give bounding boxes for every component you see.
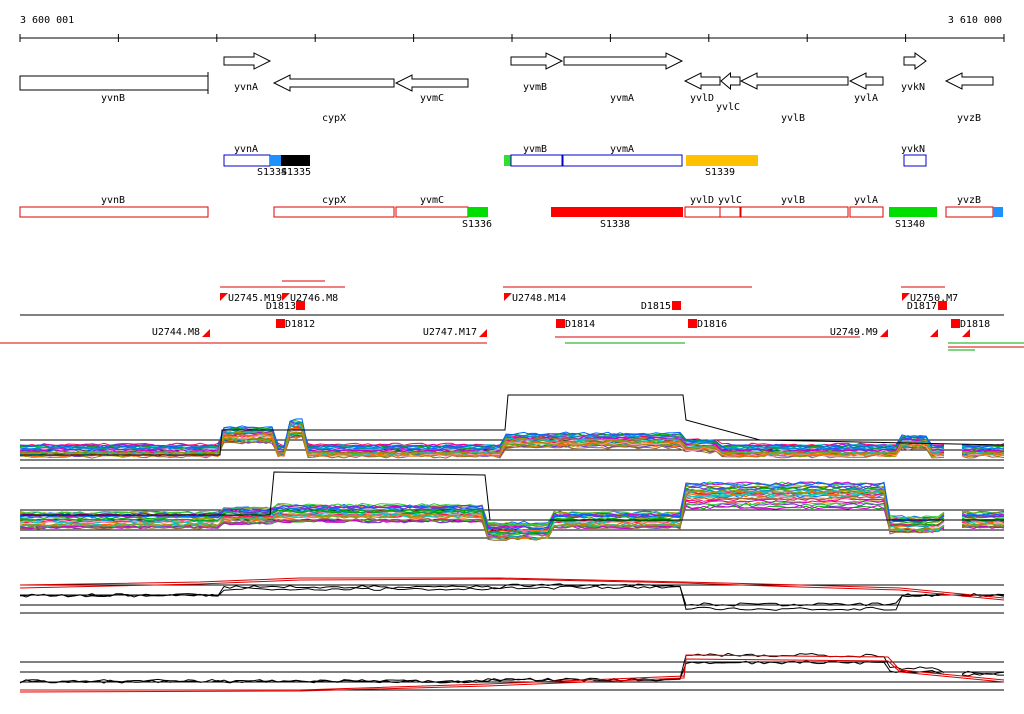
- trace: [961, 525, 1005, 529]
- segment-label: cypX: [322, 195, 346, 206]
- segment-label: S1336: [462, 219, 492, 230]
- expression-traces: [19, 394, 1005, 693]
- segment-label: S1339: [705, 167, 735, 178]
- gene-arrow: [848, 72, 884, 90]
- segment-label: yvnB: [101, 195, 125, 206]
- trace: [19, 418, 945, 449]
- segments-upper: [223, 154, 927, 167]
- marker-label: D1813: [266, 301, 296, 312]
- axis-ticks: [19, 34, 1005, 42]
- gene-arrow: [683, 72, 721, 90]
- gene-label: yvmB: [523, 82, 547, 93]
- gene-arrow: [944, 72, 994, 90]
- gene-label: yvzB: [957, 113, 981, 124]
- trace: [19, 492, 945, 535]
- marker-label: U2744.M8: [152, 327, 200, 338]
- segment-label: yvmB: [523, 144, 547, 155]
- trace: [961, 514, 1005, 519]
- trace: [961, 672, 1004, 677]
- trace: [19, 420, 945, 449]
- marker-label: D1815: [641, 301, 671, 312]
- marker-track: [0, 280, 1024, 351]
- segment-label: yvlD: [690, 195, 714, 206]
- trace: [19, 577, 1005, 599]
- segments-lower: [19, 206, 1003, 218]
- gene-arrow: [739, 72, 849, 90]
- gene-arrow: [720, 71, 741, 91]
- trace: [19, 422, 945, 455]
- marker-label: U2745.M19: [228, 293, 282, 304]
- trace: [961, 451, 1005, 455]
- gene-label: yvkN: [901, 82, 925, 93]
- trace: [19, 427, 945, 458]
- trace: [961, 522, 1005, 527]
- marker-label: U2750.M7: [910, 293, 958, 304]
- trace: [19, 489, 945, 541]
- segment-label: yvlA: [854, 195, 878, 206]
- trace: [961, 447, 1005, 450]
- trace: [19, 578, 1005, 601]
- trace: [19, 427, 945, 448]
- gene-arrow: [563, 52, 684, 70]
- gene-label: cypX: [322, 113, 346, 124]
- gene-label: yvlC: [716, 102, 740, 113]
- trace: [961, 670, 1005, 675]
- axis-end: 3 610 000: [948, 15, 1002, 26]
- segment-label: yvlB: [781, 195, 805, 206]
- trace: [961, 446, 1005, 450]
- gene-arrow: [394, 74, 469, 92]
- axis-start: 3 600 001: [20, 15, 74, 26]
- gene-label: yvnB: [101, 93, 125, 104]
- gene-arrow: [510, 52, 564, 70]
- gene-label: yvlD: [690, 93, 714, 104]
- marker-label: D1812: [285, 319, 315, 330]
- segment-label: yvmA: [610, 144, 634, 155]
- gene-label: yvlA: [854, 93, 878, 104]
- trace: [19, 421, 945, 451]
- trace: [961, 449, 1005, 453]
- marker-label: U2748.M14: [512, 293, 566, 304]
- gene-arrow: [223, 52, 272, 70]
- marker-label: U2746.M8: [290, 293, 338, 304]
- segment-label: yvzB: [957, 195, 981, 206]
- trace: [19, 658, 1005, 693]
- trace: [19, 652, 945, 684]
- trace: [19, 583, 945, 611]
- segment-label: S1334: [257, 167, 287, 178]
- segment-label: yvnA: [234, 144, 258, 155]
- trace: [20, 394, 1005, 456]
- segment-label: S1338: [600, 219, 630, 230]
- marker-label: D1817: [907, 301, 937, 312]
- marker-label: D1818: [960, 319, 990, 330]
- marker-label: D1816: [697, 319, 727, 330]
- trace: [961, 510, 1005, 515]
- segment-label: yvlC: [718, 195, 742, 206]
- trace: [19, 422, 945, 449]
- gene-arrow: [272, 74, 395, 92]
- segment-label: yvmC: [420, 195, 444, 206]
- trace: [19, 424, 945, 447]
- trace: [19, 423, 945, 453]
- marker-label: U2747.M17: [423, 327, 477, 338]
- segment-label: S1340: [895, 219, 925, 230]
- gene-arrows: [19, 52, 994, 94]
- trace: [19, 495, 945, 541]
- segment-label: yvkN: [901, 144, 925, 155]
- gene-label: yvmC: [420, 93, 444, 104]
- trace: [20, 487, 945, 535]
- marker-label: U2749.M9: [830, 327, 878, 338]
- trace: [961, 511, 1005, 515]
- trace: [961, 513, 1005, 518]
- gene-label: yvmA: [610, 93, 634, 104]
- trace: [19, 585, 944, 607]
- gene-arrow: [19, 75, 209, 91]
- trace: [19, 421, 945, 449]
- gene-label: yvlB: [781, 113, 805, 124]
- gene-arrow: [903, 52, 927, 70]
- gene-label: yvnA: [234, 82, 258, 93]
- marker-label: D1814: [565, 319, 595, 330]
- segment-label: S1335: [281, 167, 311, 178]
- trace: [20, 471, 1004, 521]
